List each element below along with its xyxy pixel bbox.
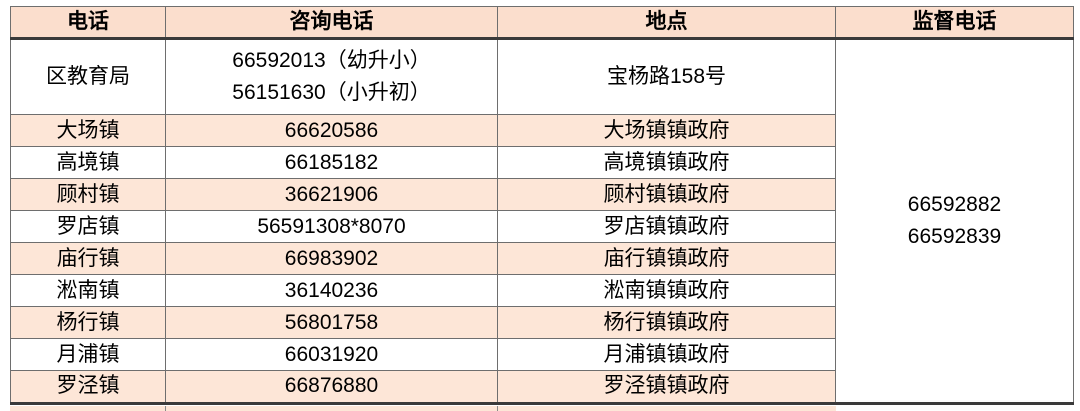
table-row: 月浦镇 66031920 月浦镇镇政府 <box>10 338 1074 372</box>
header-location: 地点 <box>497 5 836 41</box>
cell-location: 杨行镇镇政府 <box>497 306 836 340</box>
cell-unit: 高境镇 <box>10 146 166 180</box>
consult-phone-line: 66592013（幼升小） <box>232 49 431 73</box>
cell-location: 淞南镇镇政府 <box>497 274 836 308</box>
header-supervision-phone: 监督电话 <box>835 5 1074 41</box>
cell-consult-phone: 66185182 <box>165 146 498 180</box>
cell-unit: 大场镇 <box>10 114 166 148</box>
cutoff-next-row <box>10 406 836 411</box>
cell-unit: 杨行镇 <box>10 306 166 340</box>
cell-consult-phone: 36621906 <box>165 178 498 212</box>
cell-consult-phone: 66592013（幼升小） 56151630（小升初） <box>165 38 498 116</box>
header-row: 电话 咨询电话 地点 监督电话 <box>10 5 1074 41</box>
table-row: 区教育局 66592013（幼升小） 56151630（小升初） 宝杨路158号… <box>10 38 1074 405</box>
cell-consult-phone: 66983902 <box>165 242 498 276</box>
cell-unit: 区教育局 <box>10 38 166 116</box>
table-row: 庙行镇 66983902 庙行镇镇政府 <box>10 242 1074 276</box>
table-row: 高境镇 66185182 高境镇镇政府 <box>10 146 1074 180</box>
cell-location: 罗店镇镇政府 <box>497 210 836 244</box>
supervision-phone-line: 66592882 <box>907 193 1002 217</box>
cell-unit: 顾村镇 <box>10 178 166 212</box>
header-phone: 电话 <box>10 5 166 41</box>
consult-phone-line: 56151630（小升初） <box>232 81 431 105</box>
cell-location: 宝杨路158号 <box>497 38 836 116</box>
cell-location: 庙行镇镇政府 <box>497 242 836 276</box>
cell-location: 月浦镇镇政府 <box>497 338 836 372</box>
cell-consult-phone: 66620586 <box>165 114 498 148</box>
cell-consult-phone: 66031920 <box>165 338 498 372</box>
cell-location: 罗泾镇镇政府 <box>497 370 836 405</box>
grid-line <box>497 406 498 411</box>
table-row: 罗泾镇 66876880 罗泾镇镇政府 <box>10 370 1074 405</box>
cell-location: 顾村镇镇政府 <box>497 178 836 212</box>
cell-unit: 月浦镇 <box>10 338 166 372</box>
cell-consult-phone: 36140236 <box>165 274 498 308</box>
cell-consult-phone: 56591308*8070 <box>165 210 498 244</box>
cell-location: 大场镇镇政府 <box>497 114 836 148</box>
supervision-phone-line: 66592839 <box>907 225 1002 249</box>
cell-supervision-phone: 66592882 66592839 <box>835 38 1074 405</box>
table-row: 罗店镇 56591308*8070 罗店镇镇政府 <box>10 210 1074 244</box>
cell-unit: 淞南镇 <box>10 274 166 308</box>
cell-location: 高境镇镇政府 <box>497 146 836 180</box>
grid-line <box>165 406 166 411</box>
table-row: 顾村镇 36621906 顾村镇镇政府 <box>10 178 1074 212</box>
header-consult-phone: 咨询电话 <box>165 5 498 41</box>
cell-consult-phone: 66876880 <box>165 370 498 405</box>
table-row: 杨行镇 56801758 杨行镇镇政府 <box>10 306 1074 340</box>
cell-unit: 庙行镇 <box>10 242 166 276</box>
cell-unit: 罗店镇 <box>10 210 166 244</box>
cell-unit: 罗泾镇 <box>10 370 166 405</box>
table-row: 大场镇 66620586 大场镇镇政府 <box>10 114 1074 148</box>
contact-table: 电话 咨询电话 地点 监督电话 区教育局 66592013（幼升小） 56151… <box>10 5 1074 405</box>
cell-consult-phone: 56801758 <box>165 306 498 340</box>
